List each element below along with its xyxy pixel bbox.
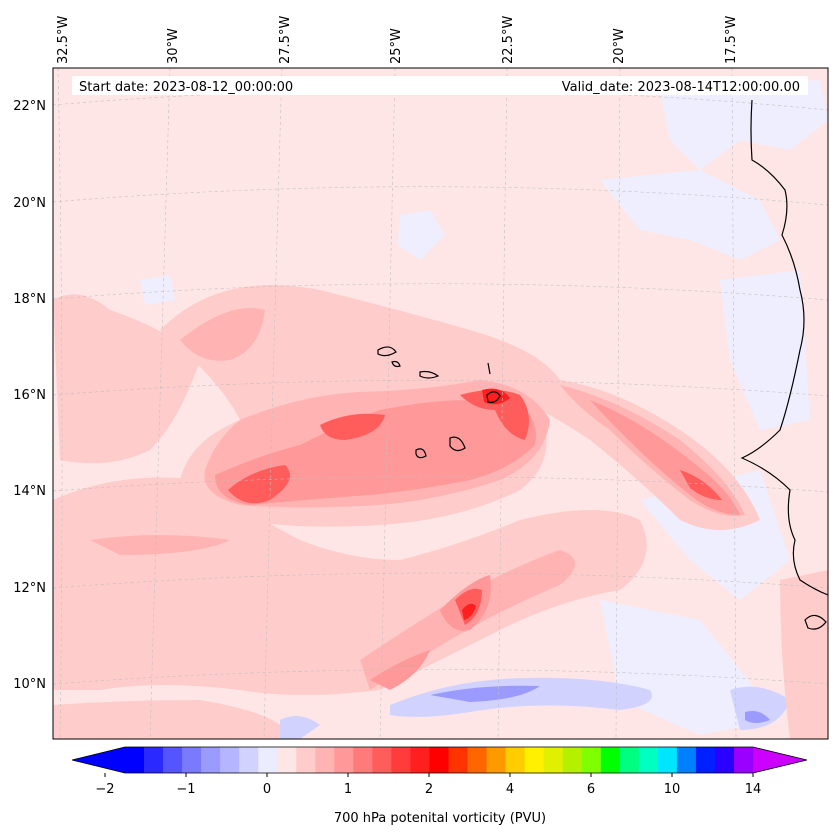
colorbar-ticks [104,773,754,777]
pv-field [53,80,828,739]
colorbar-swatch [505,747,526,773]
colorbar: −2 −1 0 1 2 4 6 10 14 700 hPa potenital … [71,746,808,826]
colorbar-swatch [372,747,393,773]
colorbar-swatch [638,747,659,773]
colorbar-swatch [353,747,373,773]
colorbar-swatch [657,747,678,773]
colorbar-swatch [391,747,412,773]
colorbar-swatch [448,747,469,773]
colorbar-swatch [429,747,450,773]
colorbar-tick-label: −2 [95,782,114,797]
coastline [377,99,828,630]
colorbar-swatch [163,747,183,773]
colorbar-swatch [201,747,221,773]
lat-label: 18°N [13,292,46,307]
colorbar-swatch [581,747,602,773]
colorbar-tick-label: −1 [176,782,195,797]
pv-positive-core [228,390,722,625]
colorbar-swatch [315,747,335,773]
colorbar-swatch [486,747,507,773]
valid-date: Valid_date: 2023-08-14T12:00:00.00 [562,80,800,95]
lon-label: 32.5°W [56,16,71,64]
colorbar-swatch [676,747,697,773]
latitude-labels: 22°N 20°N 18°N 16°N 14°N 12°N 10°N [13,99,46,692]
lon-label: 25°W [389,28,404,64]
colorbar-tick-label: 14 [745,782,762,797]
colorbar-swatch [524,747,545,773]
lon-label: 17.5°W [724,16,739,64]
colorbar-swatch [334,747,354,773]
colorbar-swatch [543,747,564,773]
colorbar-under-triangle [72,747,125,773]
colorbar-swatches [125,747,754,773]
map-panel: Start date: 2023-08-12_00:00:00 Valid_da… [52,67,829,740]
colorbar-swatch [258,747,278,773]
pv-positive-peak [462,388,510,620]
colorbar-tick-label: 4 [506,782,514,797]
lat-label: 14°N [13,484,46,499]
colorbar-tick-labels: −2 −1 0 1 2 4 6 10 14 [95,782,761,797]
colorbar-swatch [714,747,735,773]
colorbar-swatch [182,747,202,773]
colorbar-swatch [600,747,621,773]
colorbar-swatch [695,747,716,773]
date-header-box [72,76,808,95]
colorbar-swatch [562,747,583,773]
map-frame [52,67,829,740]
colorbar-over-triangle [753,747,807,773]
colorbar-label: 700 hPa potenital vorticity (PVU) [334,811,546,826]
lat-label: 22°N [13,99,46,114]
pv-negative-strong [430,685,770,723]
gridlines [53,68,828,739]
colorbar-swatch [277,747,297,773]
colorbar-tick-label: 2 [425,782,433,797]
lon-label: 27.5°W [278,16,293,64]
colorbar-outline [71,746,808,774]
start-date: Start date: 2023-08-12_00:00:00 [79,80,293,95]
colorbar-tick-label: 0 [263,782,271,797]
lon-label: 30°W [166,28,181,64]
colorbar-tick-label: 1 [344,782,352,797]
colorbar-swatch [296,747,316,773]
colorbar-swatch [125,747,145,773]
colorbar-swatch [220,747,240,773]
colorbar-tick-label: 10 [664,782,681,797]
lon-label: 20°W [612,28,627,64]
colorbar-swatch [410,747,431,773]
longitude-labels: 32.5°W 30°W 27.5°W 25°W 22.5°W 20°W 17.5… [56,16,739,64]
lat-label: 12°N [13,581,46,596]
colorbar-swatch [619,747,640,773]
colorbar-swatch [144,747,164,773]
colorbar-swatch [239,747,259,773]
lat-label: 10°N [13,677,46,692]
colorbar-swatch [733,747,754,773]
colorbar-swatch [467,747,488,773]
lat-label: 16°N [13,388,46,403]
colorbar-tick-label: 6 [587,782,595,797]
lat-label: 20°N [13,196,46,211]
lon-label: 22.5°W [501,16,516,64]
